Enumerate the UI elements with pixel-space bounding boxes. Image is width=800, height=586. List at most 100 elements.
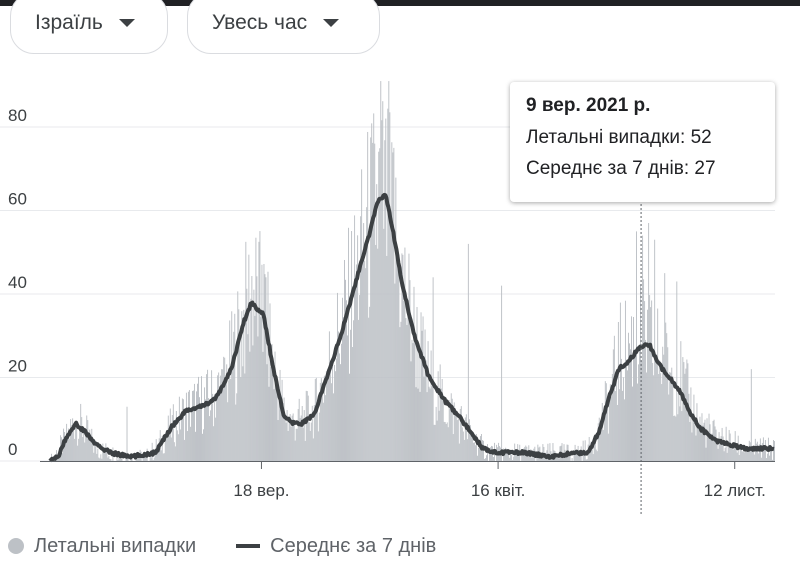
deaths-bar <box>79 427 81 461</box>
deaths-bar <box>385 118 387 461</box>
deaths-bar <box>77 445 79 461</box>
y-tick-label: 60 <box>8 190 27 209</box>
deaths-bar <box>69 438 71 461</box>
deaths-bar <box>621 390 623 461</box>
country-dropdown[interactable]: Ізраїль <box>10 0 168 54</box>
deaths-bar <box>418 347 420 461</box>
deaths-bar <box>225 379 227 461</box>
deaths-bar <box>531 457 533 461</box>
deaths-bar <box>405 318 407 461</box>
deaths-bar <box>156 451 158 461</box>
deaths-bar <box>370 137 372 461</box>
time-range-dropdown[interactable]: Увесь час <box>187 0 380 54</box>
deaths-bar <box>263 264 265 461</box>
top-bar <box>0 0 800 6</box>
deaths-bar <box>608 391 610 461</box>
deaths-bar <box>223 356 225 461</box>
tooltip-average: Середнє за 7 днів: 27 <box>526 158 716 179</box>
deaths-bar <box>456 420 458 461</box>
deaths-bar <box>320 378 322 461</box>
deaths-bar <box>240 377 242 461</box>
deaths-bar <box>440 388 442 461</box>
deaths-bar <box>287 430 289 461</box>
deaths-bar <box>651 300 653 461</box>
deaths-bar <box>752 447 754 461</box>
deaths-bar <box>84 442 86 461</box>
deaths-bar <box>153 457 155 461</box>
deaths-bar <box>235 404 237 461</box>
deaths-bar <box>444 422 446 461</box>
deaths-bar <box>218 372 220 461</box>
y-tick-label: 20 <box>8 357 27 376</box>
deaths-bar <box>527 453 529 461</box>
deaths-bar <box>231 311 233 461</box>
deaths-bar <box>605 383 607 461</box>
deaths-bar <box>421 330 423 461</box>
deaths-bar <box>420 312 422 461</box>
deaths-bar <box>73 427 75 461</box>
y-tick-label: 80 <box>8 106 27 125</box>
deaths-bar <box>301 406 303 461</box>
deaths-bar <box>726 452 728 461</box>
deaths-bar <box>335 358 337 461</box>
deaths-bar <box>465 414 467 461</box>
deaths-bar <box>372 142 374 461</box>
deaths-bar <box>504 451 506 461</box>
deaths-bar <box>353 320 355 461</box>
deaths-bar <box>332 393 334 461</box>
deaths-bar <box>268 386 270 461</box>
deaths-bar <box>625 364 627 461</box>
deaths-bar <box>83 432 85 461</box>
deaths-bar <box>769 448 771 461</box>
deaths-bar <box>698 425 700 461</box>
deaths-bar <box>197 383 198 461</box>
deaths-bar <box>515 453 517 461</box>
deaths-bar <box>597 423 599 461</box>
deaths-bar <box>274 351 276 461</box>
deaths-bar <box>168 434 170 461</box>
deaths-bar <box>678 392 680 461</box>
deaths-bar <box>255 237 257 461</box>
deaths-bar <box>552 443 554 461</box>
deaths-bar <box>343 317 344 461</box>
deaths-bar <box>308 422 310 461</box>
deaths-bar <box>624 300 626 461</box>
deaths-bar <box>469 425 471 461</box>
deaths-bar <box>549 443 551 461</box>
deaths-bar <box>558 458 560 461</box>
legend-deaths-label: Летальні випадки <box>34 534 197 557</box>
deaths-bar <box>735 447 737 461</box>
deaths-bar <box>110 459 112 461</box>
deaths-bar <box>373 113 375 462</box>
deaths-bar <box>455 411 457 461</box>
deaths-bar <box>688 393 690 461</box>
deaths-bar <box>671 367 673 461</box>
deaths-bar <box>71 425 73 461</box>
deaths-bar <box>666 333 668 461</box>
deaths-bar <box>315 377 317 461</box>
deaths-bar <box>703 422 705 461</box>
deaths-bar <box>719 444 721 461</box>
deaths-bar <box>389 112 391 461</box>
deaths-bar <box>345 279 346 461</box>
deaths-bar <box>65 441 67 461</box>
deaths-bar <box>544 458 546 461</box>
deaths-bar <box>589 449 591 461</box>
deaths-bar <box>173 442 175 461</box>
deaths-bar <box>330 383 332 461</box>
deaths-bar <box>201 376 202 461</box>
deaths-bar <box>198 376 199 461</box>
deaths-bar <box>677 414 679 461</box>
deaths-bar <box>770 447 772 461</box>
deaths-bar <box>417 388 419 461</box>
deaths-bar <box>639 350 641 461</box>
deaths-bar <box>272 364 274 461</box>
deaths-bar <box>422 316 424 461</box>
deaths-chart[interactable]: 0 20 40 60 80 18 вер. 16 квіт. 12 лист. <box>0 60 800 520</box>
deaths-bar <box>635 356 636 461</box>
deaths-bar <box>279 369 281 461</box>
deaths-bar <box>190 411 192 461</box>
deaths-bar <box>349 373 351 461</box>
deaths-bar <box>309 430 311 461</box>
time-range-dropdown-label: Увесь час <box>212 11 308 34</box>
